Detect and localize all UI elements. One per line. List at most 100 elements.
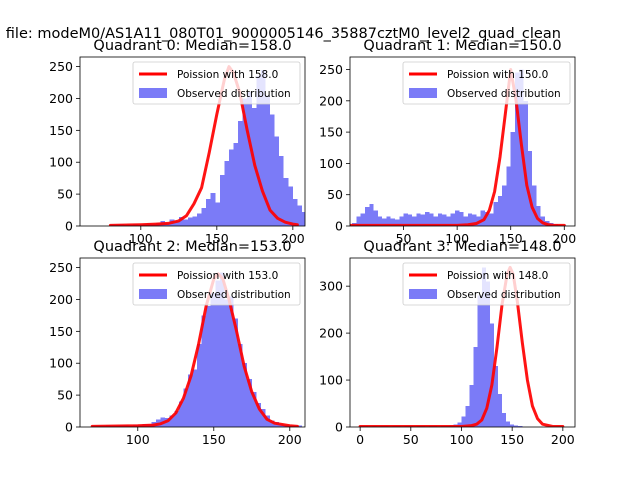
- histogram-bar: [497, 195, 503, 226]
- legend-hist-label: Observed distribution: [447, 88, 561, 100]
- histogram-bar: [493, 202, 498, 226]
- histogram-bar: [467, 213, 473, 226]
- y-tick-label: 300: [319, 279, 343, 294]
- histogram-bar: [472, 214, 477, 226]
- histogram-bar: [183, 219, 188, 226]
- histogram-bar: [536, 205, 541, 226]
- histogram-bar: [233, 143, 239, 226]
- x-tick-label: 150: [202, 432, 226, 447]
- histogram-bar: [510, 132, 515, 226]
- histogram-bar: [292, 199, 298, 226]
- histogram-bar: [518, 426, 523, 427]
- panel-title: Quadrant 1: Median=150.0: [363, 38, 561, 54]
- panel-title: Quadrant 2: Median=153.0: [93, 239, 291, 255]
- histogram-bar: [206, 305, 211, 427]
- histogram-bar: [174, 411, 179, 427]
- histogram-bar: [219, 272, 225, 427]
- y-tick-label: 150: [319, 125, 343, 140]
- x-tick-label: 100: [450, 432, 474, 447]
- histogram-bar: [473, 347, 478, 427]
- histogram-bar: [429, 213, 434, 226]
- histogram-bar: [247, 92, 252, 226]
- histogram-bar: [420, 214, 425, 226]
- legend: Poission with 148.0 Observed distribution: [402, 262, 571, 306]
- histogram-bar: [178, 217, 184, 226]
- histogram-bar: [493, 365, 498, 427]
- histogram-bar: [369, 204, 374, 226]
- histogram-bar: [515, 72, 520, 226]
- legend-box: [132, 61, 301, 105]
- y-tick-label: 200: [319, 326, 343, 341]
- histogram-bar: [386, 216, 391, 226]
- x-tick-label: 100: [129, 231, 153, 246]
- histogram-bar: [463, 216, 468, 226]
- histogram-bar: [465, 405, 470, 427]
- y-tick-label: 100: [319, 156, 343, 171]
- legend-hist-swatch: [139, 88, 167, 98]
- histogram-bar: [506, 421, 511, 427]
- histogram-bar: [455, 210, 460, 226]
- legend-fit-label: Poission with 150.0: [447, 69, 548, 81]
- histogram-bar: [425, 212, 430, 226]
- histogram-bar: [502, 185, 507, 226]
- histogram-bar: [457, 422, 462, 427]
- histogram-bar: [485, 281, 490, 427]
- histogram-bar: [224, 299, 229, 427]
- histogram-bar: [192, 216, 198, 226]
- legend-fit-label: Poission with 158.0: [177, 69, 278, 81]
- histogram-bar: [210, 192, 216, 226]
- legend-hist-swatch: [409, 289, 437, 299]
- y-tick-label: 250: [49, 59, 73, 74]
- histogram-bar: [270, 420, 275, 427]
- y-tick-label: 200: [49, 292, 73, 307]
- y-tick-label: 50: [327, 187, 343, 202]
- histogram-bar: [390, 218, 395, 226]
- histogram-bar: [251, 391, 257, 427]
- histogram-bar: [373, 210, 378, 226]
- histogram-bar: [442, 214, 447, 226]
- legend: Poission with 158.0 Observed distribution: [132, 61, 301, 105]
- histogram-bar: [301, 211, 305, 226]
- panel-title: Quadrant 0: Median=158.0: [93, 38, 291, 54]
- histogram-bar: [187, 374, 193, 427]
- chart-panel-3: 0 50 100 150 200 0 100 200 300 Quadrant 3: Median…: [319, 239, 576, 447]
- y-tick-label: 250: [319, 62, 343, 77]
- legend: Poission with 153.0 Observed distribution: [132, 262, 301, 306]
- histogram-bar: [477, 295, 482, 427]
- histogram-bar: [192, 369, 198, 427]
- histogram-bar: [215, 202, 220, 226]
- y-tick-label: 200: [49, 91, 73, 106]
- legend-hist-swatch: [409, 88, 437, 98]
- histogram-bar: [224, 160, 229, 226]
- histogram-bar: [233, 318, 239, 427]
- x-tick-label: 200: [278, 432, 302, 447]
- histogram-bar: [407, 214, 413, 226]
- histogram-bar: [183, 388, 188, 427]
- legend-box: [402, 61, 571, 105]
- legend-hist-label: Observed distribution: [177, 289, 291, 301]
- histogram-bar: [283, 178, 289, 226]
- x-tick-label: 100: [126, 432, 150, 447]
- x-tick-label: 50: [403, 432, 419, 447]
- legend-box: [132, 262, 301, 306]
- axes-frame: [79, 257, 306, 428]
- histogram-bar: [270, 114, 275, 226]
- axes-frame: [349, 56, 576, 227]
- histogram-bar: [201, 315, 207, 427]
- legend-hist-label: Observed distribution: [177, 88, 291, 100]
- histogram-bar: [288, 186, 293, 226]
- histogram-bar: [238, 120, 243, 226]
- histogram-bar: [365, 207, 370, 226]
- chart-panel-2: 100 150 200 0 50 100 150 200 250 Quadrant 2: Medi…: [49, 239, 306, 447]
- y-tick-label: 50: [57, 187, 73, 202]
- histogram-bar: [489, 213, 494, 226]
- axes-frame: [349, 257, 576, 428]
- y-tick-label: 0: [65, 420, 73, 435]
- y-tick-label: 50: [57, 388, 73, 403]
- histogram-bar: [510, 424, 515, 427]
- legend-fit-label: Poission with 153.0: [177, 270, 278, 282]
- histogram-bar: [256, 402, 261, 427]
- histogram-bar: [256, 76, 261, 226]
- histogram-bar: [377, 216, 383, 226]
